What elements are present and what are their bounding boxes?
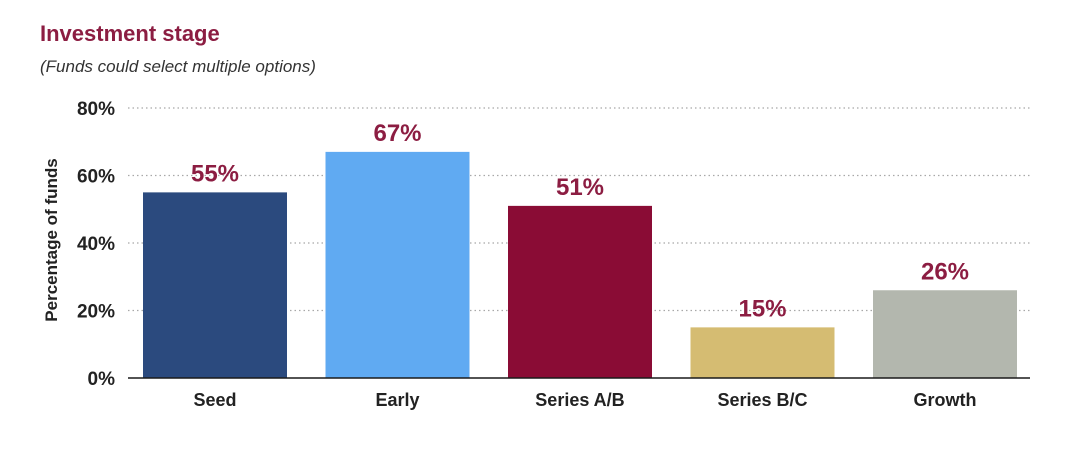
y-tick-label-40: 40% <box>77 234 115 255</box>
x-tick-label-growth: Growth <box>914 390 977 410</box>
data-label-seed: 55% <box>191 160 239 187</box>
data-label-series-b-c: 15% <box>738 295 786 322</box>
bars <box>143 151 1017 378</box>
chart-subtitle: (Funds could select multiple options) <box>40 57 316 76</box>
bar-series-a-b <box>508 205 652 378</box>
chart-title: Investment stage <box>40 21 220 46</box>
y-tick-label-60: 60% <box>77 167 115 188</box>
x-tick-label-seed: Seed <box>193 390 236 410</box>
bar-early <box>325 151 470 378</box>
x-tick-label-series-a-b: Series A/B <box>535 390 624 410</box>
x-tick-label-series-b-c: Series B/C <box>717 390 807 410</box>
bar-labels: 55% Seed 67% Early 51% Series A/B 15% Series B/… <box>191 120 977 410</box>
x-tick-label-early: Early <box>375 390 419 410</box>
y-tick-label-20: 20% <box>77 302 115 323</box>
bar-growth <box>873 290 1017 378</box>
data-label-series-a-b: 51% <box>556 174 604 201</box>
y-tick-label-0: 0% <box>88 369 116 390</box>
data-label-early: 67% <box>373 120 421 147</box>
bar-seed <box>143 192 287 378</box>
data-label-growth: 26% <box>921 258 969 285</box>
bar-series-b-c <box>690 327 835 378</box>
y-axis-label: Percentage of funds <box>42 158 61 321</box>
y-tick-label-80: 80% <box>77 99 115 120</box>
